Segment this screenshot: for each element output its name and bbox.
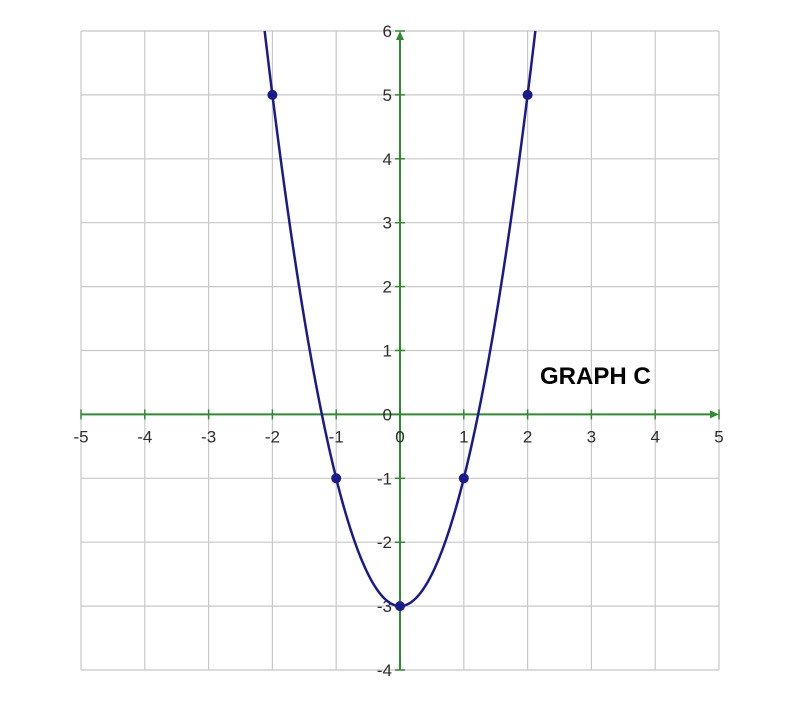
y-tick-label: 0 <box>383 405 392 424</box>
x-tick-label: 4 <box>650 427 659 446</box>
x-tick-label: -5 <box>73 427 88 446</box>
x-tick-label: -4 <box>137 427 152 446</box>
graph-title: GRAPH C <box>540 363 651 390</box>
data-point <box>267 89 278 100</box>
y-tick-label: -1 <box>377 469 392 488</box>
y-tick-label: -2 <box>377 533 392 552</box>
data-point <box>458 473 469 484</box>
y-tick-label: 4 <box>383 150 392 169</box>
x-tick-label: 3 <box>587 427 596 446</box>
x-tick-label: -1 <box>329 427 344 446</box>
x-tick-label: -3 <box>201 427 216 446</box>
y-axis-arrow <box>396 31 404 40</box>
y-tick-label: 6 <box>383 22 392 41</box>
data-points <box>267 89 533 612</box>
y-tick-label: 3 <box>383 214 392 233</box>
y-tick-label: 2 <box>383 278 392 297</box>
y-tick-label: -4 <box>377 661 392 680</box>
data-point <box>331 473 342 484</box>
x-tick-label: 0 <box>395 427 404 446</box>
x-tick-label: -2 <box>265 427 280 446</box>
x-tick-label: 2 <box>523 427 532 446</box>
data-point <box>522 89 533 100</box>
x-tick-label: 1 <box>459 427 468 446</box>
x-axis-arrow <box>710 410 719 419</box>
x-tick-label: 5 <box>714 427 723 446</box>
y-tick-label: 1 <box>383 342 392 361</box>
y-tick-label: 5 <box>383 86 392 105</box>
data-point <box>395 601 405 612</box>
x-tick-labels: -5 -4 -3 -2 -1 0 1 2 3 4 5 <box>73 409 724 446</box>
